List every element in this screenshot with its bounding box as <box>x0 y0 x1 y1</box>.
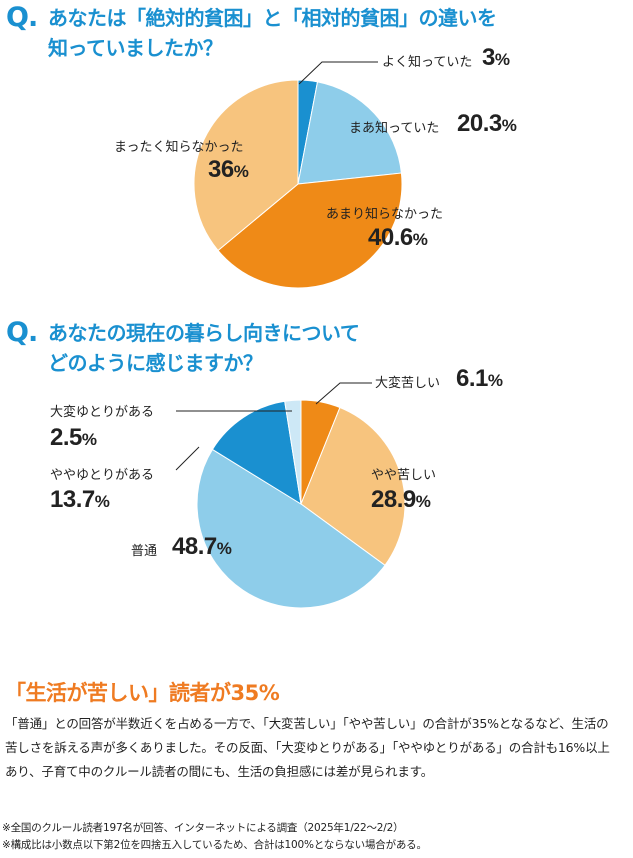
q2-question-line1: あなたの現在の暮らし向きについて <box>48 321 360 345</box>
q1-label-3: まったく知らなかった <box>114 140 244 155</box>
q2-mark: Q. <box>6 317 38 348</box>
q2-value-4: 2.5% <box>50 424 97 452</box>
summary-headline: 「生活が苦しい」読者が35% <box>5 681 280 705</box>
q2-slice-2 <box>196 448 386 609</box>
q2-value-4-num: 2.5 <box>50 424 82 451</box>
q1-value-2-unit: % <box>412 230 428 249</box>
q2-label-3: ややゆとりがある <box>50 468 155 483</box>
q1-value-0-num: 3 <box>482 44 495 71</box>
q2-value-1-unit: % <box>415 492 431 511</box>
q1-mark: Q. <box>6 2 38 33</box>
q2-value-0: 6.1% <box>456 365 503 393</box>
q1-value-1-num: 20.3 <box>457 110 502 137</box>
leader-line-q2-0 <box>315 382 372 405</box>
q1-question-line2: 知っていましたか？ <box>48 36 223 60</box>
q1-label-0: よく知っていた <box>382 55 473 70</box>
q1-value-2: 40.6% <box>368 224 428 252</box>
q2-question-line2: どのように感じますか？ <box>48 351 263 375</box>
q2-slice-4 <box>284 399 302 505</box>
leader-line-q2-3 <box>175 446 200 471</box>
footnote-1: ※全国のクルール読者197名が回答、インターネットによる調査（2025年1/22… <box>2 822 404 834</box>
q1-value-3-num: 36 <box>208 156 234 183</box>
q2-value-0-unit: % <box>487 371 503 390</box>
q2-label-2: 普通 <box>131 544 158 559</box>
q1-value-0-unit: % <box>494 50 510 69</box>
q1-value-2-num: 40.6 <box>368 224 413 251</box>
footnote-2: ※構成比は小数点以下第2位を四捨五入しているため、合計は100%とならない場合が… <box>2 839 427 851</box>
q2-value-3-num: 13.7 <box>50 486 95 513</box>
q2-label-4: 大変ゆとりがある <box>50 405 155 420</box>
q2-value-1: 28.9% <box>371 486 431 514</box>
q1-slice-2 <box>217 172 403 289</box>
summary-body: 「普通」との回答が半数近くを占める一方で、「大変苦しい」「やや苦しい」の合計が3… <box>5 716 610 779</box>
q1-value-0: 3% <box>482 44 510 72</box>
q2-value-2: 48.7% <box>172 533 232 561</box>
q1-question-line1: あなたは「絶対的貧困」と「相対的貧困」の違いを <box>48 6 497 30</box>
q2-value-2-num: 48.7 <box>172 533 217 560</box>
q2-label-1: やや苦しい <box>371 468 437 483</box>
q2-slice-1 <box>300 406 406 567</box>
q2-value-4-unit: % <box>81 430 97 449</box>
q2-value-3: 13.7% <box>50 486 110 514</box>
q2-slice-3 <box>211 400 302 505</box>
q1-value-1: 20.3% <box>457 110 517 138</box>
leader-line-q1-0 <box>298 61 378 85</box>
q1-value-3-unit: % <box>233 162 249 181</box>
q2-value-3-unit: % <box>94 492 110 511</box>
q1-label-2: あまり知らなかった <box>326 207 444 222</box>
q1-value-1-unit: % <box>501 116 517 135</box>
q1-slice-1 <box>297 81 402 185</box>
q1-label-1: まあ知っていた <box>349 121 440 136</box>
q2-value-1-num: 28.9 <box>371 486 416 513</box>
q1-slice-3 <box>193 79 299 252</box>
q2-value-0-num: 6.1 <box>456 365 488 392</box>
q2-label-0: 大変苦しい <box>375 376 441 391</box>
q1-value-3: 36% <box>208 156 249 184</box>
q2-value-2-unit: % <box>216 539 232 558</box>
